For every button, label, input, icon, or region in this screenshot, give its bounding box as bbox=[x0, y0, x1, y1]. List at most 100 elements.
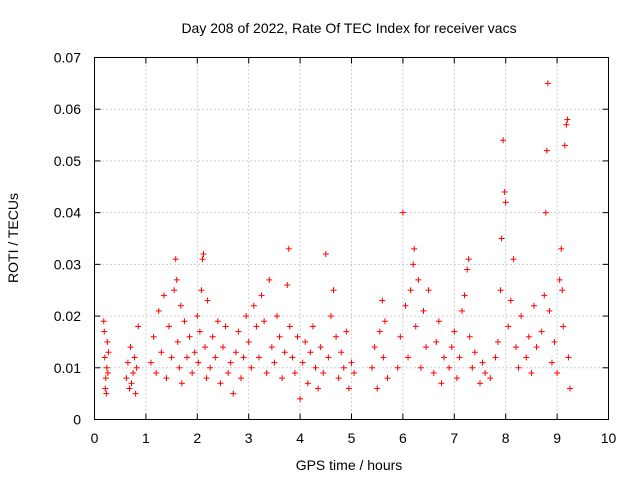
data-point bbox=[402, 302, 409, 309]
data-point bbox=[563, 121, 570, 128]
data-point bbox=[258, 292, 265, 299]
data-point bbox=[343, 328, 350, 335]
data-point bbox=[411, 245, 418, 252]
data-point bbox=[186, 333, 193, 340]
data-point bbox=[101, 328, 108, 335]
data-point bbox=[543, 147, 550, 154]
data-point bbox=[351, 369, 358, 376]
data-point bbox=[317, 344, 324, 351]
data-point bbox=[487, 375, 494, 382]
data-point bbox=[150, 333, 157, 340]
data-point bbox=[103, 390, 110, 397]
data-point bbox=[220, 344, 226, 351]
data-point bbox=[415, 276, 422, 283]
data-point bbox=[441, 354, 448, 361]
data-point bbox=[340, 364, 347, 371]
data-point bbox=[104, 338, 111, 345]
data-point bbox=[556, 276, 563, 283]
data-point bbox=[325, 354, 332, 361]
data-point bbox=[245, 338, 252, 345]
data-point bbox=[451, 328, 458, 335]
y-axis-label: ROTI / TECUs bbox=[5, 193, 21, 283]
data-point bbox=[102, 385, 109, 392]
data-point bbox=[494, 338, 501, 345]
data-point bbox=[320, 369, 327, 376]
x-tick-label: 4 bbox=[296, 430, 304, 446]
data-point bbox=[103, 364, 110, 371]
y-tick-label: 0.05 bbox=[54, 153, 81, 169]
data-point bbox=[492, 354, 499, 361]
data-point bbox=[507, 297, 514, 304]
data-point bbox=[380, 354, 387, 361]
data-point bbox=[410, 261, 417, 268]
data-point bbox=[465, 256, 472, 263]
data-point bbox=[525, 333, 532, 340]
data-point bbox=[502, 199, 509, 206]
data-point bbox=[104, 369, 111, 376]
data-point bbox=[214, 318, 221, 325]
data-point bbox=[279, 375, 286, 382]
data-point bbox=[338, 349, 345, 356]
axis-ticks: 0 1 2 3 4 5 6 7 8 9 10 0 0.01 0.02 0.03 0.04 0.05 0.06 0.0… bbox=[54, 50, 617, 447]
data-point bbox=[384, 375, 391, 382]
data-point bbox=[194, 313, 201, 320]
data-point bbox=[412, 323, 419, 330]
grid-layer bbox=[94, 57, 609, 420]
data-point bbox=[248, 364, 255, 371]
data-point bbox=[546, 307, 553, 314]
data-point bbox=[204, 297, 211, 304]
data-point bbox=[100, 318, 107, 325]
data-point bbox=[230, 390, 237, 397]
data-point bbox=[181, 318, 188, 325]
data-point bbox=[565, 354, 572, 361]
data-point bbox=[379, 297, 386, 304]
data-point bbox=[420, 307, 427, 314]
x-tick-label: 8 bbox=[502, 430, 510, 446]
data-point bbox=[130, 369, 137, 376]
data-point bbox=[566, 385, 573, 392]
data-point bbox=[291, 369, 298, 376]
chart-title: Day 208 of 2022, Rate Of TEC Index for r… bbox=[181, 20, 516, 36]
data-point bbox=[515, 364, 522, 371]
data-point bbox=[542, 209, 549, 216]
data-point bbox=[289, 354, 296, 361]
data-point bbox=[446, 364, 453, 371]
data-point bbox=[498, 235, 505, 242]
data-point bbox=[160, 292, 167, 299]
x-tick-label: 6 bbox=[399, 430, 407, 446]
y-tick-label: 0.02 bbox=[54, 308, 81, 324]
data-point bbox=[541, 292, 548, 299]
data-point bbox=[345, 385, 352, 392]
data-point bbox=[212, 354, 219, 361]
y-tick-label: 0.04 bbox=[54, 205, 81, 221]
data-point bbox=[523, 354, 530, 361]
data-point bbox=[273, 313, 280, 320]
data-point bbox=[560, 323, 567, 330]
data-point bbox=[482, 369, 489, 376]
data-point bbox=[250, 302, 257, 309]
data-point bbox=[281, 349, 288, 356]
data-point bbox=[105, 349, 112, 356]
data-point bbox=[263, 369, 270, 376]
data-point bbox=[286, 323, 293, 330]
data-point bbox=[438, 380, 445, 387]
data-point bbox=[501, 188, 508, 195]
data-point bbox=[163, 375, 170, 382]
data-point bbox=[551, 338, 558, 345]
data-point bbox=[196, 328, 203, 335]
data-point bbox=[268, 344, 275, 351]
data-point bbox=[243, 313, 250, 320]
data-point bbox=[128, 380, 135, 387]
data-point bbox=[191, 349, 198, 356]
data-point bbox=[448, 344, 455, 351]
data-point bbox=[561, 142, 568, 149]
data-point bbox=[209, 333, 216, 340]
data-point bbox=[315, 385, 322, 392]
data-point bbox=[158, 349, 165, 356]
x-tick-label: 2 bbox=[193, 430, 201, 446]
x-tick-label: 5 bbox=[348, 430, 356, 446]
x-tick-label: 9 bbox=[553, 430, 561, 446]
data-point bbox=[505, 323, 512, 330]
data-point bbox=[174, 338, 181, 345]
data-points bbox=[100, 80, 573, 402]
